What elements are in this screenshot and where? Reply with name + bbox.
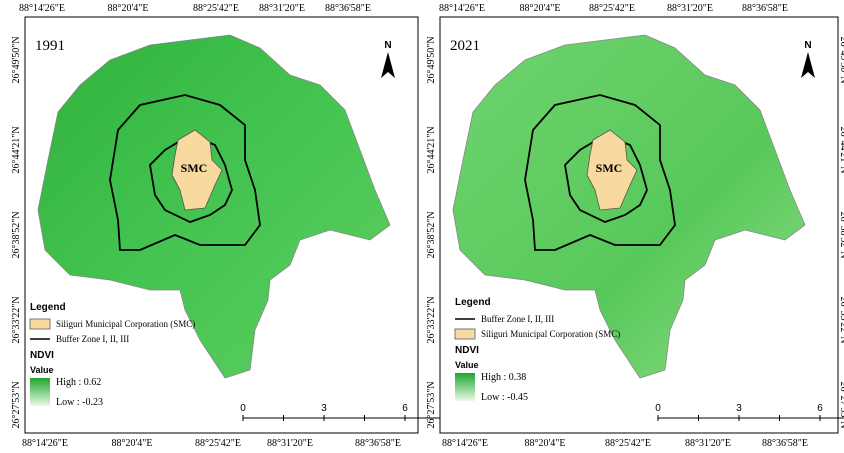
north-letter: N [804,40,811,51]
bottom-coordinate: 88°14'26"E [22,438,68,449]
bottom-coordinate: 88°36'58"E [355,438,401,449]
right-coordinate: 26°44'21"N [838,126,844,173]
left-coordinate: 26°44'21"N [426,126,437,173]
bottom-coordinate: 88°25'42"E [195,438,241,449]
left-coordinate: 26°49'50"N [11,36,22,83]
map-panel: 2021 SMC N 88°14'26"E 88°20'4"E 88°25'42"E 88°… [426,3,844,449]
ndvi-low: Low : -0.23 [56,397,103,408]
left-coordinate: 26°27'53"N [11,381,22,428]
scale-label: 0 [655,403,661,414]
top-coordinate: 88°20'4"E [520,3,561,14]
legend-item: Siliguri Municipal Corporation (SMC) [56,319,195,329]
top-coordinate: 88°14'26"E [19,3,65,14]
smc-label: SMC [596,161,623,175]
right-coordinate: 26°27'53"N [838,381,844,428]
ndvi-ramp [455,373,475,401]
legend-swatch [30,319,50,329]
left-coordinate: 26°27'53"N [426,381,437,428]
ndvi-title: NDVI [30,350,54,361]
bottom-coordinate: 88°20'4"E [525,438,566,449]
bottom-coordinate: 88°36'58"E [762,438,808,449]
bottom-coordinate: 88°31'20"E [685,438,731,449]
bottom-coordinate: 88°20'4"E [112,438,153,449]
scale-label: 3 [736,403,742,414]
top-coordinate: 88°25'42"E [193,3,239,14]
top-coordinate: 88°20'4"E [108,3,149,14]
scale-label: 3 [321,403,327,414]
left-coordinate: 26°33'22"N [11,296,22,343]
right-coordinate: 26°38'52"N [838,211,844,258]
legend-swatch [455,329,475,339]
scale-label: 6 [817,403,823,414]
bottom-coordinate: 88°25'42"E [605,438,651,449]
top-coordinate: 88°25'42"E [589,3,635,14]
ndvi-title: NDVI [455,345,479,356]
top-coordinate: 88°31'20"E [259,3,305,14]
legend-item: Siliguri Municipal Corporation (SMC) [481,329,620,339]
scale-label: 6 [402,403,408,414]
smc-label: SMC [181,161,208,175]
right-coordinate: 26°33'22"N [838,296,844,343]
ndvi-high: High : 0.62 [56,377,101,388]
legend-title: Legend [30,302,66,313]
left-coordinate: 26°38'52"N [11,211,22,258]
top-coordinate: 88°36'58"E [325,3,371,14]
legend-item: Buffer Zone I, II, III [481,314,554,324]
bottom-coordinate: 88°14'26"E [442,438,488,449]
right-coordinate: 26°49'50"N [838,36,844,83]
north-letter: N [384,40,391,51]
ndvi-low: Low : -0.45 [481,392,528,403]
top-coordinate: 88°14'26"E [439,3,485,14]
left-coordinate: 26°44'21"N [11,126,22,173]
ndvi-ramp [30,378,50,406]
legend-title: Legend [455,297,491,308]
legend-item: Buffer Zone I, II, III [56,334,129,344]
left-coordinate: 26°33'22"N [426,296,437,343]
ndvi-value-title: Value [30,365,54,375]
figure: 1991 SMC N 88°14'26"E 88°20'4"E 88°25'42"E 88°… [0,0,844,453]
year-title: 1991 [35,38,65,54]
year-title: 2021 [450,38,480,54]
top-coordinate: 88°31'20"E [667,3,713,14]
scale-label: 0 [240,403,246,414]
ndvi-value-title: Value [455,360,479,370]
left-coordinate: 26°38'52"N [426,211,437,258]
top-coordinate: 88°36'58"E [742,3,788,14]
bottom-coordinate: 88°31'20"E [267,438,313,449]
left-coordinate: 26°49'50"N [426,36,437,83]
ndvi-high: High : 0.38 [481,372,526,383]
